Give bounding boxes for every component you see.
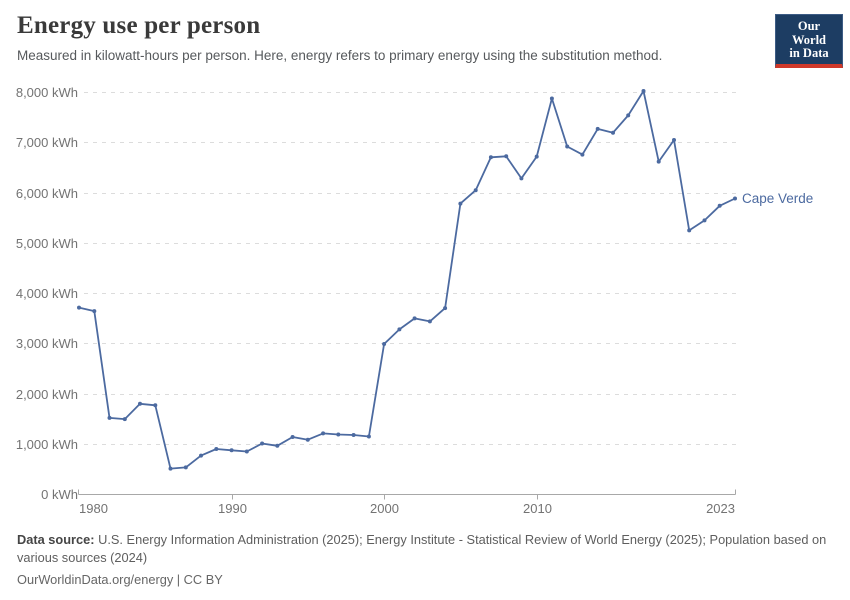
- entity-label[interactable]: Cape Verde: [742, 191, 813, 206]
- svg-text:2,000 kWh: 2,000 kWh: [16, 387, 78, 402]
- svg-text:4,000 kWh: 4,000 kWh: [16, 286, 78, 301]
- chart-subtitle: Measured in kilowatt-hours per person. H…: [17, 48, 663, 63]
- svg-text:5,000 kWh: 5,000 kWh: [16, 236, 78, 251]
- owid-logo[interactable]: Our World in Data: [775, 14, 843, 68]
- energy-line-chart: 0 kWh 1,000 kWh 2,000 kWh 3,000 kWh 4,000 kW…: [16, 85, 813, 516]
- svg-text:2000: 2000: [370, 501, 399, 516]
- series-markers[interactable]: [77, 89, 737, 471]
- license-link[interactable]: OurWorldinData.org/energy | CC BY: [17, 572, 223, 587]
- owid-logo-line1: Our World: [791, 19, 827, 47]
- series-line-cape-verde[interactable]: [78, 90, 736, 470]
- svg-text:1,000 kWh: 1,000 kWh: [16, 437, 78, 452]
- chart-footer: Data source: U.S. Energy Information Adm…: [17, 531, 829, 589]
- svg-text:1980: 1980: [79, 501, 108, 516]
- svg-text:1990: 1990: [218, 501, 247, 516]
- data-source-line: Data source: U.S. Energy Information Adm…: [17, 531, 829, 566]
- svg-text:6,000 kWh: 6,000 kWh: [16, 186, 78, 201]
- page-title: Energy use per person: [17, 12, 261, 39]
- svg-text:8,000 kWh: 8,000 kWh: [16, 85, 78, 100]
- owid-logo-line2: in Data: [789, 46, 829, 60]
- x-axis: 1980 1990 2000 2010 2023: [78, 489, 736, 516]
- y-gridlines: [84, 92, 737, 445]
- svg-text:2023: 2023: [706, 501, 735, 516]
- data-source-label: Data source:: [17, 532, 95, 547]
- y-axis-labels: 0 kWh 1,000 kWh 2,000 kWh 3,000 kWh 4,000 kW…: [16, 85, 78, 502]
- svg-text:2010: 2010: [523, 501, 552, 516]
- svg-text:0 kWh: 0 kWh: [41, 487, 78, 502]
- data-source-text: U.S. Energy Information Administration (…: [17, 532, 827, 565]
- svg-text:3,000 kWh: 3,000 kWh: [16, 336, 78, 351]
- svg-text:7,000 kWh: 7,000 kWh: [16, 135, 78, 150]
